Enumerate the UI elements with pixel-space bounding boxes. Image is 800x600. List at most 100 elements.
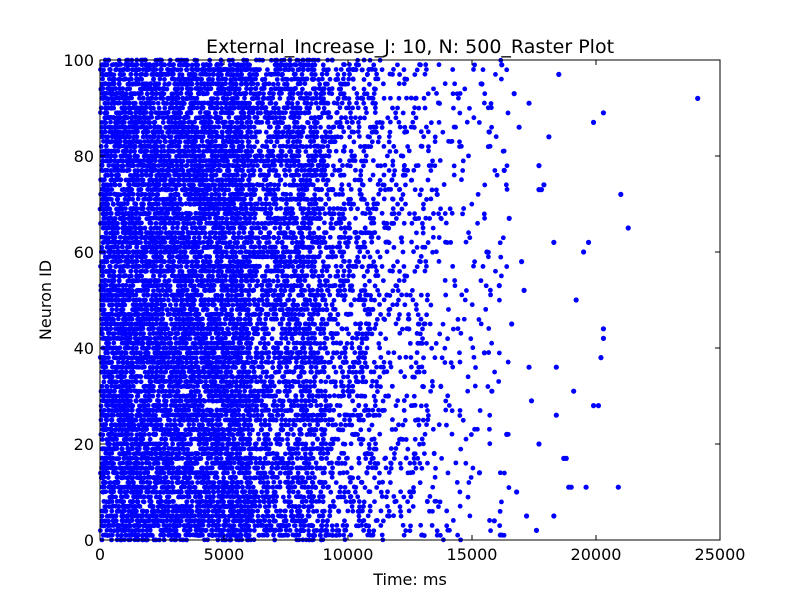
spike-point <box>418 403 424 409</box>
spike-point <box>231 470 237 475</box>
spike-point <box>247 441 252 447</box>
spike-point <box>372 403 378 409</box>
spike-point <box>148 379 154 385</box>
spike-point <box>151 388 157 394</box>
spike-point <box>375 461 381 466</box>
spike-point <box>214 470 219 476</box>
spike-point <box>154 513 160 519</box>
spike-point <box>160 383 165 389</box>
spike-point <box>292 422 298 428</box>
spike-point <box>488 528 493 534</box>
spike-point <box>302 451 308 457</box>
spike-point <box>325 518 330 524</box>
spike-point <box>286 489 292 495</box>
spike-point <box>160 374 166 380</box>
spike-point <box>272 398 277 404</box>
spike-point <box>255 523 261 528</box>
spike-point <box>291 432 296 437</box>
spike-point <box>393 403 399 409</box>
spike-point <box>421 451 427 456</box>
spike-point <box>356 513 362 519</box>
spike-point <box>265 508 271 514</box>
spike-point <box>250 518 256 524</box>
spike-point <box>288 499 294 505</box>
spike-point <box>406 508 412 514</box>
spike-point <box>328 446 334 452</box>
spike-point <box>156 398 162 404</box>
spike-point <box>236 422 242 428</box>
spike-point <box>380 398 386 404</box>
spike-point <box>295 412 301 418</box>
spike-point <box>356 455 362 461</box>
spike-point <box>136 446 142 452</box>
spike-point <box>249 513 255 519</box>
spike-point <box>499 62 505 68</box>
spike-point <box>322 465 327 471</box>
spike-point <box>365 513 371 519</box>
spike-point <box>264 489 270 495</box>
spike-point <box>472 383 478 389</box>
spike-point <box>625 225 631 231</box>
spike-point <box>278 527 284 533</box>
spike-point <box>161 532 167 538</box>
spike-point <box>308 403 314 408</box>
spike-point <box>308 489 314 495</box>
spike-point <box>290 479 296 485</box>
spike-point <box>293 393 299 399</box>
spike-point <box>353 369 359 375</box>
spike-point <box>403 354 409 360</box>
spike-point <box>141 494 147 500</box>
spike-point <box>106 355 111 361</box>
spike-point <box>551 239 557 245</box>
spike-point <box>124 494 130 499</box>
spike-point <box>270 365 276 370</box>
spike-point <box>173 422 179 428</box>
spike-point <box>313 460 319 466</box>
spike-point <box>147 436 153 442</box>
spike-point <box>176 533 182 538</box>
spike-point <box>307 422 313 428</box>
spike-point <box>277 484 283 490</box>
spike-point <box>177 350 183 356</box>
spike-point <box>206 489 212 495</box>
spike-point <box>189 498 195 504</box>
spike-point <box>380 518 386 524</box>
spike-point <box>106 518 111 524</box>
spike-point <box>366 412 372 418</box>
spike-point <box>341 450 347 456</box>
spike-point <box>377 374 383 380</box>
spike-point <box>487 441 493 447</box>
spike-point <box>355 432 360 437</box>
spike-point <box>457 503 463 509</box>
spike-point <box>188 431 193 437</box>
spike-point <box>381 359 387 365</box>
spike-point <box>276 389 282 394</box>
spike-point <box>149 465 155 471</box>
spike-point <box>496 379 502 384</box>
spike-point <box>598 355 604 361</box>
spike-point <box>318 388 324 394</box>
spike-point <box>445 470 451 476</box>
spike-point <box>248 355 254 361</box>
spike-point <box>328 359 333 365</box>
spike-point <box>253 456 259 461</box>
spike-point <box>129 407 135 413</box>
spike-point <box>373 465 379 471</box>
spike-point <box>505 431 511 437</box>
spike-point <box>113 518 119 524</box>
spike-point <box>323 393 328 399</box>
spike-point <box>359 369 365 375</box>
spike-point <box>167 417 173 423</box>
spike-point <box>124 489 130 495</box>
spike-point <box>113 513 119 519</box>
spike-point <box>398 465 404 471</box>
spike-point <box>401 398 407 403</box>
spike-point <box>336 455 342 461</box>
spike-point <box>129 432 134 437</box>
spike-point <box>274 451 280 457</box>
spike-point <box>408 494 414 500</box>
spike-point <box>481 350 487 356</box>
spike-point <box>420 417 426 423</box>
spike-point <box>376 412 382 418</box>
spike-point <box>523 513 530 519</box>
